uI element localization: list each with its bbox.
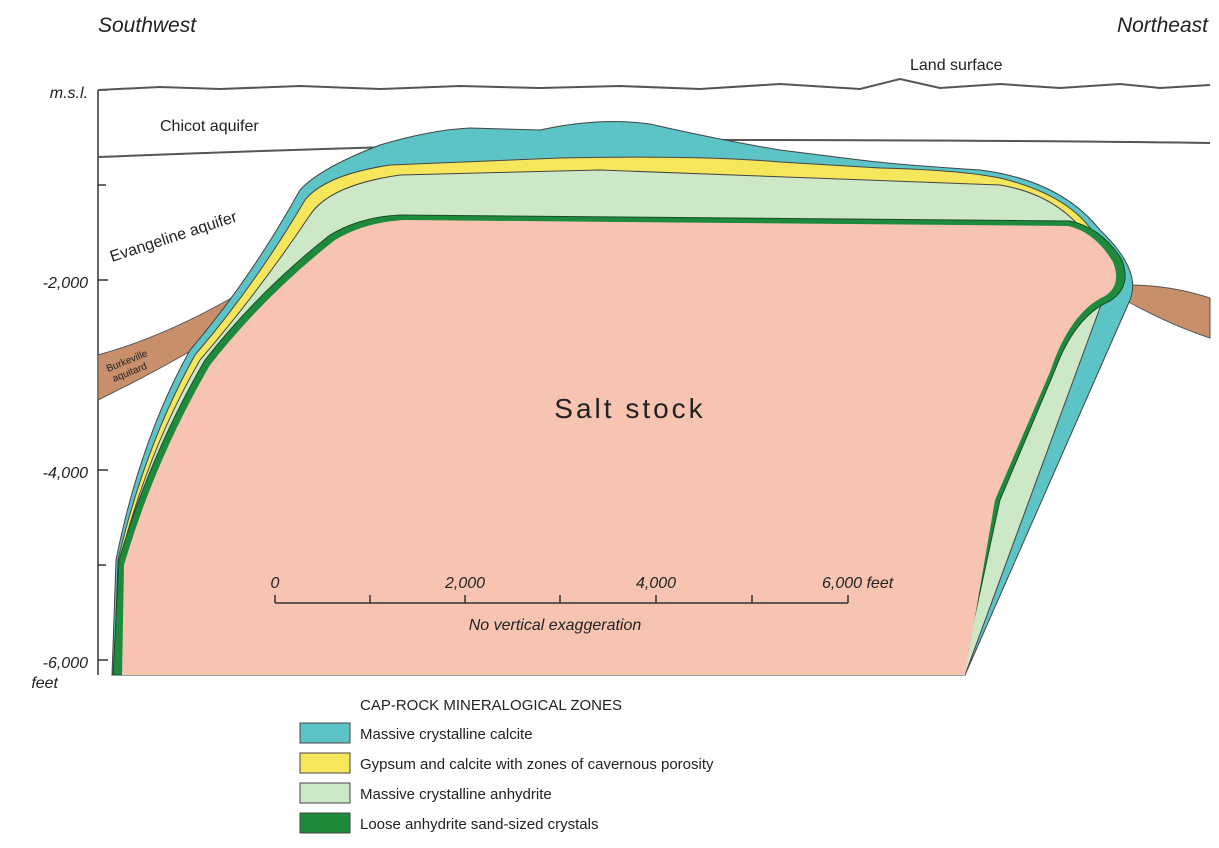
direction-label: Northeast [1117,14,1209,37]
depth-label: -6,000 [43,655,88,672]
land-surface [97,77,1211,91]
legend-label: Gypsum and calcite with zones of caverno… [360,756,714,773]
depth-label: -4,000 [43,465,88,482]
layer-label: Salt stock [554,393,705,424]
legend-swatch [299,812,351,834]
legend: Massive crystalline calcite Gypsum and ca… [299,722,714,834]
depth-unit: feet [31,675,58,692]
depth-label: -2,000 [43,275,88,292]
scale-label: 0 [271,575,280,592]
salt-stock [122,220,1117,675]
scale-bar [274,595,849,604]
legend-label: Massive crystalline anhydrite [360,786,552,803]
layer-label: Land surface [910,57,1003,74]
scale-note: No vertical exaggeration [469,617,642,634]
legend-title: CAP-ROCK MINERALOGICAL ZONES [360,697,622,714]
legend-label: Massive crystalline calcite [360,726,533,743]
layer-label: Chicot aquifer [160,118,259,135]
depth-label: m.s.l. [50,85,88,102]
layer-label: Evangeline aquifer [108,208,240,265]
legend-swatch [299,752,351,774]
legend-swatch [299,722,351,744]
aquitard-right [1124,284,1211,339]
scale-label: 4,000 [636,575,676,592]
scale-label: 6,000 feet [822,575,894,592]
legend-label: Loose anhydrite sand-sized crystals [360,816,598,833]
direction-label: Southwest [98,14,197,37]
legend-swatch [299,782,351,804]
scale-label: 2,000 [444,575,485,592]
